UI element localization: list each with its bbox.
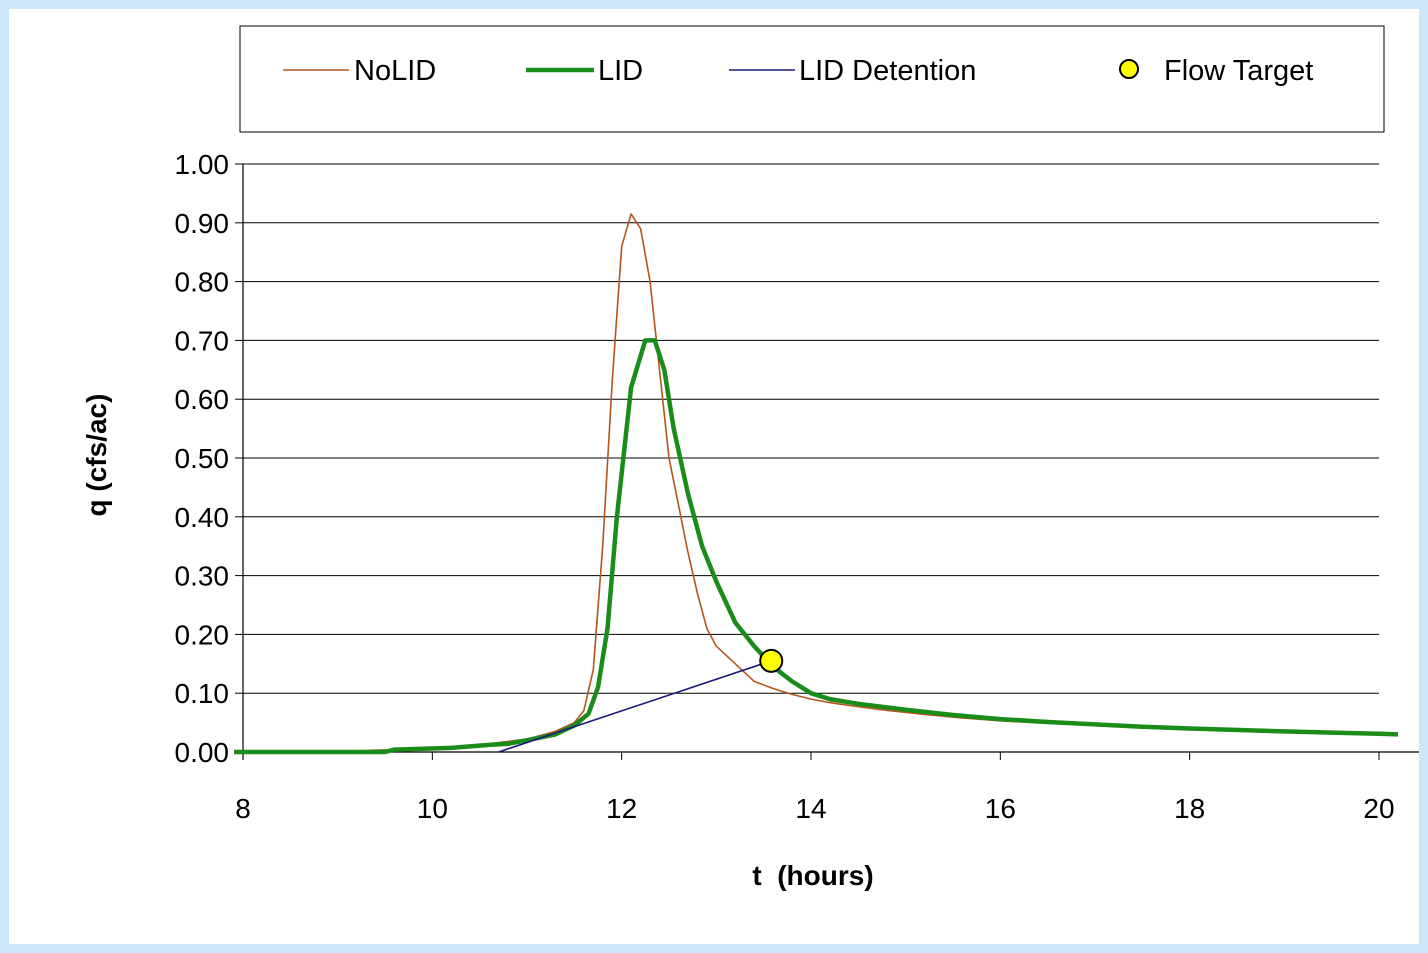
x-tick-label: 12 xyxy=(606,793,637,824)
x-axis-title: t (hours) xyxy=(752,860,873,891)
x-tick-label: 8 xyxy=(235,793,251,824)
data-series xyxy=(234,213,1398,755)
chart-frame: NoLID LID LID Detention Flow Target 0.00… xyxy=(9,9,1419,944)
gridlines xyxy=(243,163,1379,694)
x-tick-label: 10 xyxy=(417,793,448,824)
y-tick-label: 0.30 xyxy=(175,561,230,592)
legend-label-flow-target: Flow Target xyxy=(1164,55,1313,87)
y-tick-label: 1.00 xyxy=(175,149,230,180)
series-line-lid-detention xyxy=(498,660,772,753)
x-tick-label: 14 xyxy=(795,793,826,824)
legend-swatch-flow-target xyxy=(1119,59,1139,79)
legend-label-lid-detention: LID Detention xyxy=(799,55,976,87)
y-tick-label: 0.00 xyxy=(175,737,230,768)
axes xyxy=(234,163,1419,760)
y-tick-label: 0.80 xyxy=(175,267,230,298)
legend-label-nolid: NoLID xyxy=(354,55,436,87)
series-line-lid xyxy=(234,338,1398,755)
y-tick-label: 0.60 xyxy=(175,384,230,415)
y-tick-label: 0.70 xyxy=(175,325,230,356)
x-tick-label: 20 xyxy=(1363,793,1394,824)
y-tick-label: 0.90 xyxy=(175,208,230,239)
y-tick-label: 0.40 xyxy=(175,502,230,533)
legend: NoLID LID LID Detention Flow Target xyxy=(239,25,1385,133)
x-tick-label: 16 xyxy=(985,793,1016,824)
y-axis-title: q (cfs/ac) xyxy=(81,394,112,517)
y-tick-label: 0.10 xyxy=(175,678,230,709)
legend-label-lid: LID xyxy=(598,55,643,87)
series-point-flow-target xyxy=(759,648,784,673)
series-line-nolid xyxy=(234,213,1398,753)
legend-border xyxy=(239,25,1385,133)
runoff-hydrograph-chart: NoLID LID LID Detention Flow Target 0.00… xyxy=(81,25,1419,891)
x-tick-label: 18 xyxy=(1174,793,1205,824)
y-tick-label: 0.50 xyxy=(175,443,230,474)
y-tick-label: 0.20 xyxy=(175,619,230,650)
tick-labels: 0.00 0.10 0.20 0.30 0.40 0.50 0.60 0.70 0.80 0.90… xyxy=(175,149,1395,824)
